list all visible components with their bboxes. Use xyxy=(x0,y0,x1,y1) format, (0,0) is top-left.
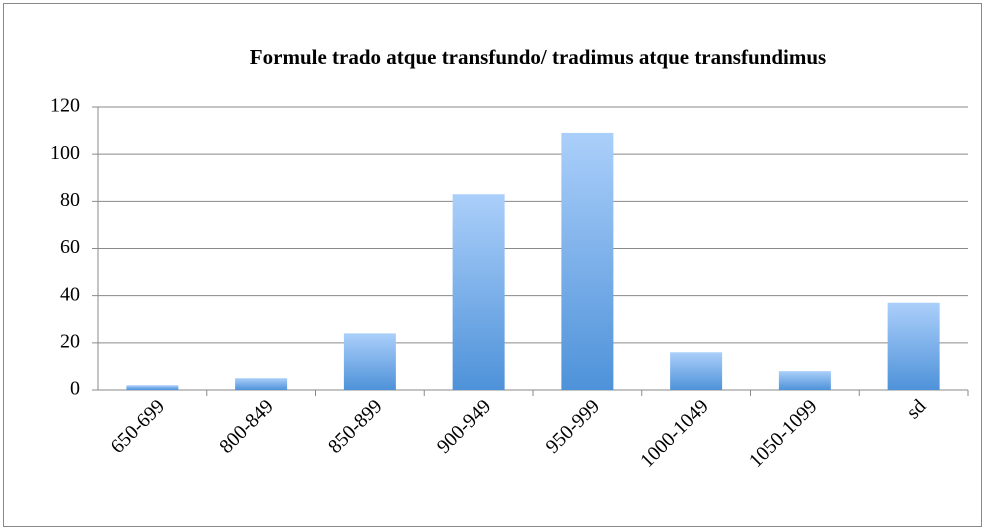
bar xyxy=(778,371,831,390)
bar xyxy=(452,194,505,390)
bar xyxy=(670,352,723,390)
y-tick-label: 60 xyxy=(60,236,80,258)
bar xyxy=(343,333,396,390)
bar xyxy=(126,385,179,390)
y-tick-label: 40 xyxy=(60,283,80,305)
y-tick-label: 20 xyxy=(60,330,80,352)
chart-title: Formule trado atque transfundo/ tradimus… xyxy=(250,45,826,69)
bar xyxy=(561,132,614,391)
y-tick-label: 100 xyxy=(50,142,80,164)
bar xyxy=(235,378,288,390)
y-tick-label: 0 xyxy=(70,378,80,400)
bar xyxy=(887,302,940,390)
y-tick-label: 120 xyxy=(50,95,80,117)
y-tick-label: 80 xyxy=(60,189,80,211)
